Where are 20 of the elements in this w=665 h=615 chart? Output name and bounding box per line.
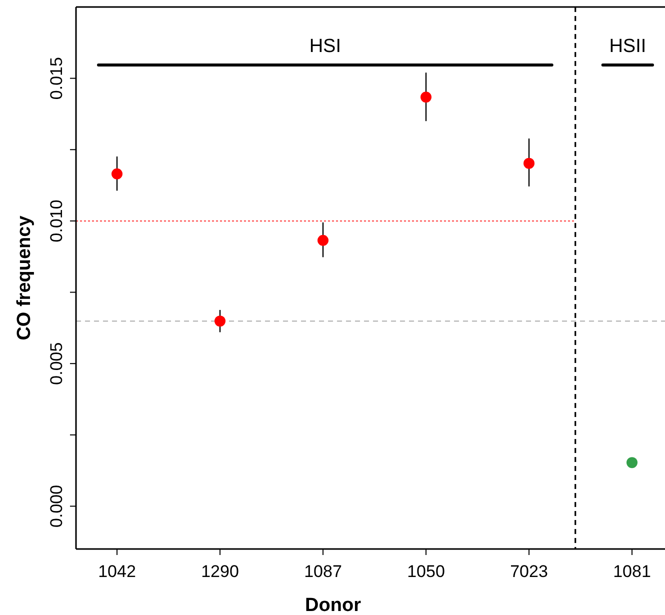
y-axis-title: CO frequency (14, 215, 35, 340)
annotation: HSII (609, 36, 646, 57)
y-tick-label: 0.010 (47, 200, 66, 242)
point (112, 168, 122, 180)
x-axis-title: Donor (305, 595, 362, 615)
point (214, 316, 226, 327)
annotation: HSI (309, 36, 342, 57)
x-tick-label: 1290 (201, 562, 239, 581)
x-tick-label: 1042 (98, 562, 136, 581)
y-tick-label: 0.000 (47, 484, 66, 528)
y-tick-label: 0.015 (47, 57, 66, 100)
point (626, 457, 638, 468)
x-tick-label: 7023 (510, 562, 548, 581)
point (318, 234, 328, 246)
point (420, 92, 432, 103)
x-tick-label: 1050 (407, 562, 445, 581)
point (524, 158, 534, 169)
x-tick-label: 1081 (613, 562, 651, 581)
x-tick-label: 1087 (304, 562, 342, 581)
y-tick-label: 0.005 (47, 342, 66, 385)
